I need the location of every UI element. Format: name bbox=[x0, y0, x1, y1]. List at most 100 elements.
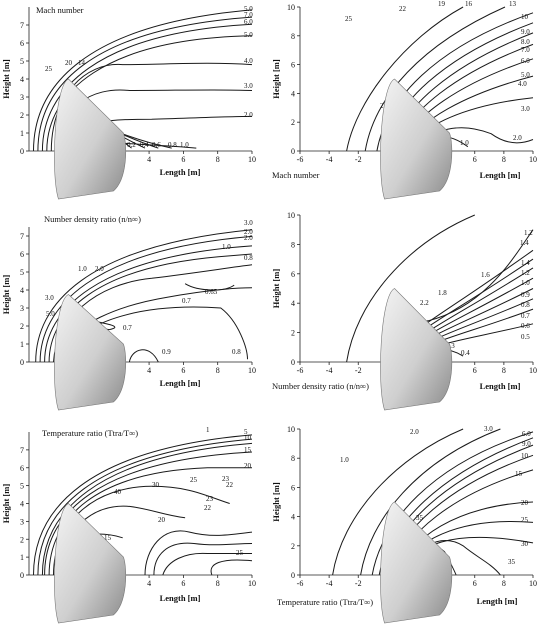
contour-label: 30 bbox=[152, 481, 160, 489]
contour-label: 7.0 bbox=[244, 11, 253, 19]
contour-label: 2.0 bbox=[244, 228, 253, 236]
contour-label: 1.0 bbox=[521, 279, 530, 287]
x-tick-label: 8 bbox=[502, 579, 506, 588]
capsule-body bbox=[380, 501, 453, 624]
contour-label: 2.0 bbox=[244, 234, 253, 242]
contour-label: 6.0 bbox=[521, 57, 530, 65]
y-tick-label: 5 bbox=[20, 482, 24, 491]
x-tick-label: 10 bbox=[248, 579, 256, 588]
x-tick-label: 10 bbox=[248, 366, 256, 375]
contour-line bbox=[44, 451, 253, 576]
contour-label: 40 bbox=[114, 488, 122, 496]
contour-label: 20 bbox=[65, 59, 73, 67]
contour-line bbox=[48, 253, 253, 363]
contour-line bbox=[332, 428, 464, 576]
y-tick-label: 6 bbox=[20, 250, 24, 259]
contour-labels: 1.21.41.41.21.00.90.80.70.60.51.61.82.21… bbox=[411, 229, 533, 357]
x-axis-label: Length [m] bbox=[480, 170, 521, 180]
contour-label: 1.4 bbox=[521, 259, 530, 267]
contour-label: 15 bbox=[244, 446, 252, 454]
contour-label: 22 bbox=[204, 504, 212, 512]
x-tick-label: -6 bbox=[297, 155, 304, 164]
contour-label: 0.5 bbox=[521, 333, 530, 341]
contour-line bbox=[35, 229, 253, 363]
capsule-body bbox=[54, 294, 127, 411]
panel-title: Mach number bbox=[272, 170, 320, 180]
x-tick-label: -2 bbox=[355, 366, 362, 375]
y-tick-label: 1 bbox=[20, 340, 24, 349]
contour-label: 35 bbox=[416, 514, 424, 522]
capsule-body bbox=[54, 78, 127, 200]
x-axis-label: Length [m] bbox=[160, 167, 201, 177]
x-tick-label: 8 bbox=[216, 579, 220, 588]
contour-label: 7.0 bbox=[521, 46, 530, 54]
contour-line bbox=[48, 467, 252, 576]
y-tick-label: 6 bbox=[291, 270, 295, 279]
y-tick-label: 8 bbox=[291, 32, 295, 41]
contour-line bbox=[41, 442, 253, 576]
contour-label: 20 bbox=[158, 516, 166, 524]
y-axis-label: Height [m] bbox=[271, 269, 281, 309]
capsule-body bbox=[380, 288, 453, 411]
x-tick-label: 4 bbox=[147, 155, 151, 164]
x-tick-label: 10 bbox=[248, 155, 256, 164]
capsule-body bbox=[380, 78, 453, 200]
contour-panel-1: 024681001234567Length [m]Height [m]Mach … bbox=[1, 5, 256, 200]
contour-label: 1.4 bbox=[520, 239, 529, 247]
x-tick-label: 4 bbox=[147, 579, 151, 588]
y-tick-label: 4 bbox=[291, 89, 295, 98]
contour-label: 6.0 bbox=[244, 18, 253, 26]
x-tick-label: -4 bbox=[326, 366, 333, 375]
contour-panel-2: -6-4-202468100246810Length [m]Height [m]… bbox=[271, 0, 537, 200]
y-axis-label: Height [m] bbox=[1, 59, 11, 99]
x-tick-label: -2 bbox=[355, 579, 362, 588]
y-tick-label: 10 bbox=[287, 211, 295, 220]
contour-label: 5.0 bbox=[521, 71, 530, 79]
contour-panel-5: 024681001234567Length [m]Height [m]Tempe… bbox=[1, 426, 256, 624]
contour-line bbox=[33, 434, 253, 576]
y-tick-label: 4 bbox=[291, 299, 295, 308]
contour-line bbox=[346, 214, 475, 363]
contour-label: 25 bbox=[236, 549, 244, 557]
contour-line bbox=[41, 23, 253, 152]
contour-label: 35 bbox=[508, 558, 516, 566]
contour-panel-4: -6-4-202468100246810Length [m]Height [m]… bbox=[271, 211, 537, 411]
x-tick-label: -4 bbox=[326, 579, 333, 588]
x-tick-label: 8 bbox=[216, 155, 220, 164]
y-tick-label: 0 bbox=[20, 358, 24, 367]
x-tick-label: 6 bbox=[181, 579, 185, 588]
x-tick-label: -4 bbox=[326, 155, 333, 164]
contour-label: 5 bbox=[244, 428, 248, 436]
contour-label: 19 bbox=[438, 0, 446, 8]
contour-panel-3: 024681001234567Length [m]Height [m]Numbe… bbox=[1, 214, 256, 411]
y-tick-label: 3 bbox=[20, 93, 24, 102]
contour-label: 2.0 bbox=[95, 265, 104, 273]
contour-label: 0.6 bbox=[521, 322, 530, 330]
y-tick-label: 7 bbox=[20, 21, 24, 30]
contour-label: 1 bbox=[206, 426, 210, 434]
contour-label: 0.8 bbox=[244, 254, 253, 262]
y-tick-label: 7 bbox=[20, 446, 24, 455]
x-tick-label: 10 bbox=[529, 366, 537, 375]
y-tick-label: 6 bbox=[20, 464, 24, 473]
contour-line bbox=[346, 6, 464, 152]
y-tick-label: 5 bbox=[20, 57, 24, 66]
contour-line bbox=[37, 438, 253, 576]
y-tick-label: 0 bbox=[291, 147, 295, 156]
contour-labels: 3.02.02.01.00.81.0 2.00.650.73.05.00.70.9… bbox=[45, 219, 253, 357]
contour-label: 1.0 bbox=[78, 265, 87, 273]
contour-label: 9.0 bbox=[522, 440, 531, 448]
x-tick-label: 6 bbox=[473, 579, 477, 588]
contour-label: 0.7 bbox=[123, 324, 132, 332]
contour-line bbox=[364, 6, 506, 152]
contour-line bbox=[360, 428, 501, 576]
contour-line bbox=[46, 35, 253, 152]
contour-label: 20 bbox=[244, 462, 252, 470]
panel-title: Number density ratio (n/n∞) bbox=[44, 214, 141, 224]
contour-label: 0.9 bbox=[521, 291, 530, 299]
contour-line bbox=[153, 542, 253, 576]
contour-line bbox=[371, 431, 534, 576]
contour-label: 25 bbox=[45, 65, 53, 73]
contour-label: 0.4 bbox=[461, 349, 470, 357]
